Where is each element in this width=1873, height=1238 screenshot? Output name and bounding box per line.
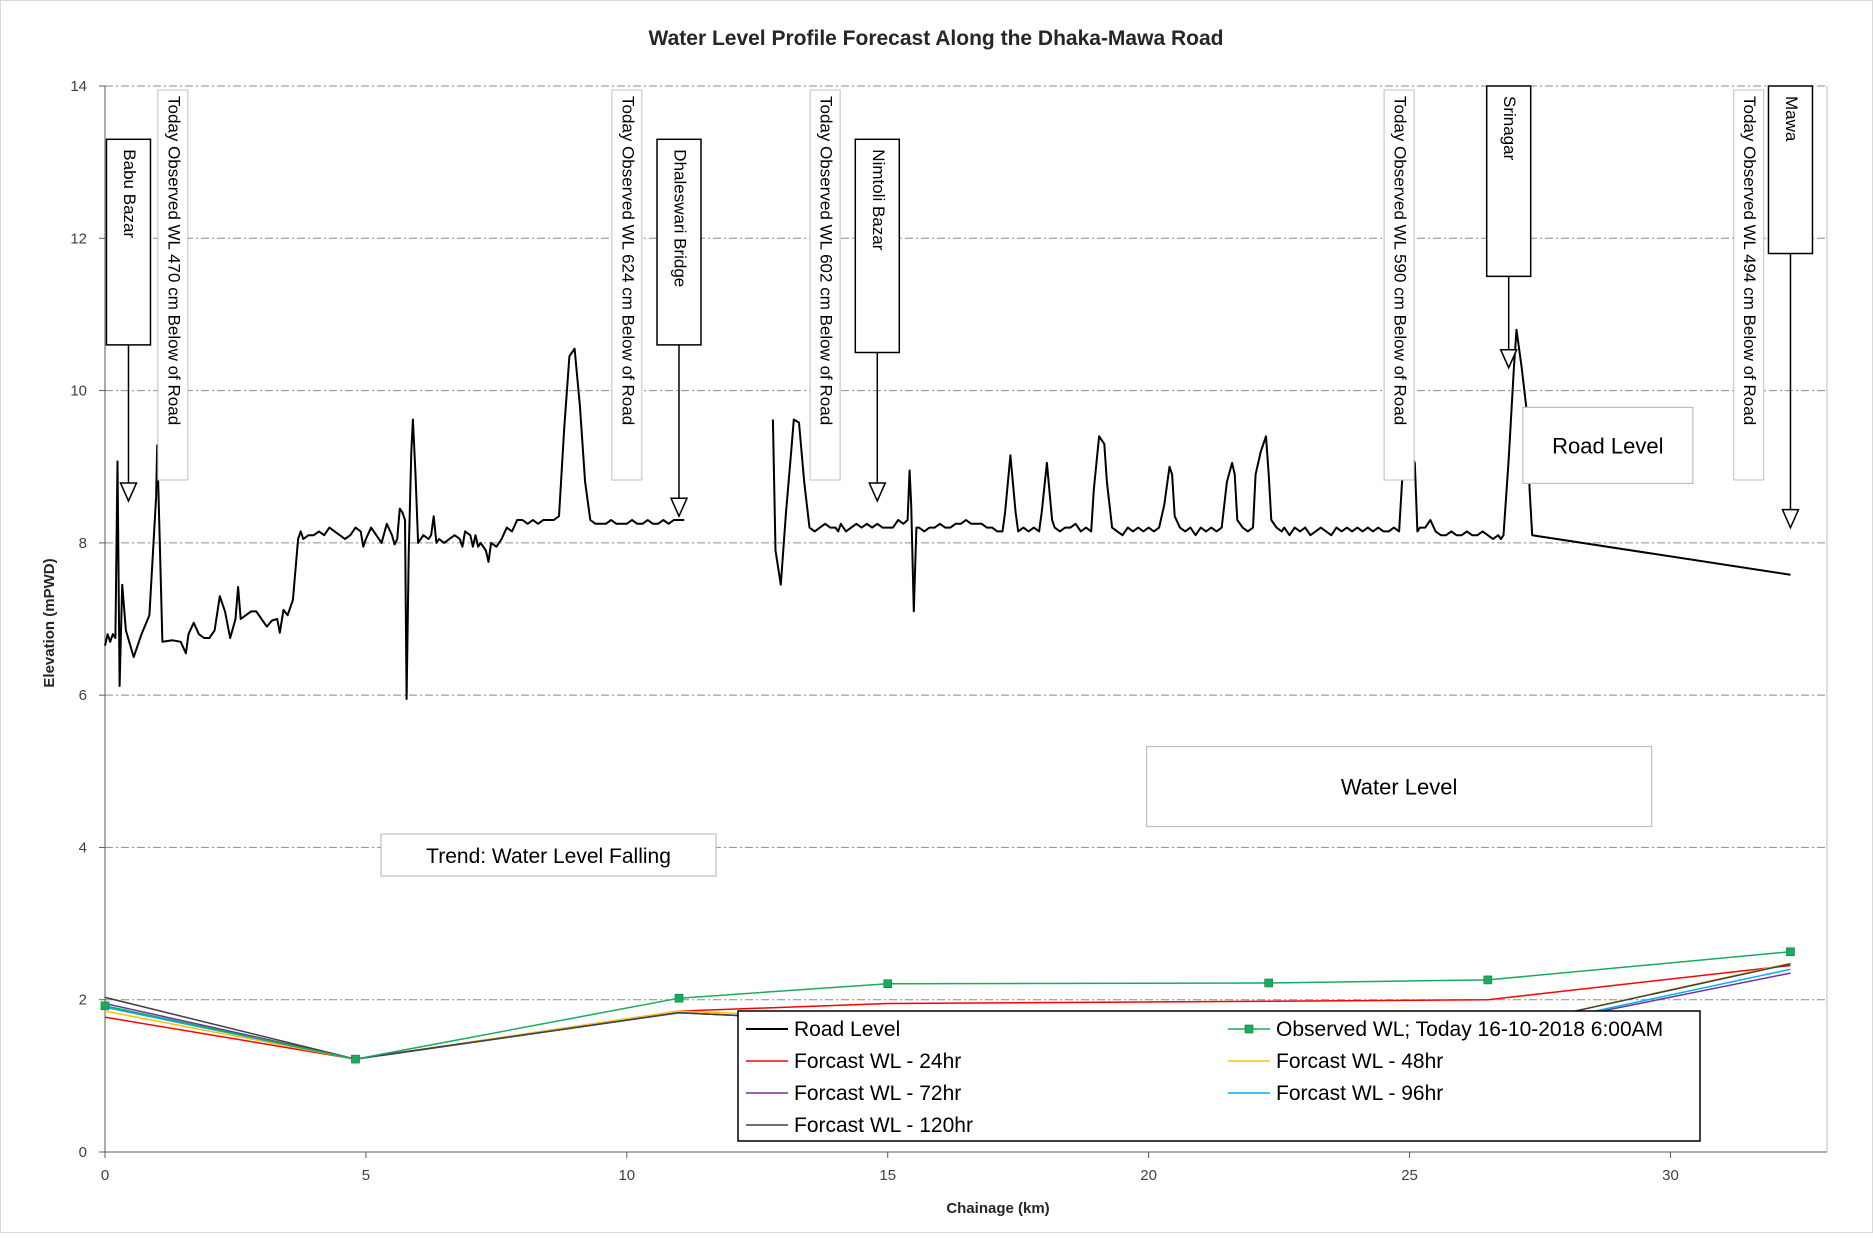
legend-label: Road Level (794, 1018, 900, 1041)
observation-note-box (157, 89, 189, 481)
y-axis-label: Elevation (mPWD) (41, 558, 58, 687)
observation-note-text: Today Observed WL 590 cm Below of Road (1391, 96, 1410, 425)
x-tick-label: 0 (101, 1167, 109, 1184)
x-tick-label: 20 (1140, 1167, 1157, 1184)
observation-note-box (611, 89, 643, 481)
x-tick-label: 5 (362, 1167, 370, 1184)
y-tick-label: 10 (70, 383, 87, 400)
y-tick-label: 2 (79, 992, 87, 1009)
observation-note-box (1383, 89, 1415, 481)
observation-note-text: Today Observed WL 470 cm Below of Road (164, 96, 183, 425)
location-arrow-head (1499, 348, 1518, 370)
series-line-road-level (771, 328, 1791, 613)
x-axis-label: Chainage (km) (946, 1200, 1049, 1217)
observation-note-text: Today Observed WL 602 cm Below of Road (817, 96, 836, 425)
observed-point (1483, 975, 1493, 985)
annotation-box (1522, 406, 1694, 484)
grid-layer (105, 85, 1827, 1001)
y-tick-label: 14 (70, 78, 87, 95)
series-line-road-level (104, 347, 685, 700)
location-label: Nimtoli Bazar (869, 149, 888, 250)
observed-point (1786, 947, 1795, 957)
legend-box (737, 1010, 1701, 1142)
annotation-box (1146, 745, 1653, 828)
y-tick-label: 0 (79, 1144, 87, 1161)
observed-point (1264, 978, 1273, 988)
observed-point (351, 1054, 360, 1064)
observation-notes: Today Observed WL 470 cm Below of Road To… (157, 89, 1765, 481)
y-axis-ticks: 0 2 4 6 8 10 12 14 (70, 78, 105, 1161)
location-box (1767, 85, 1814, 255)
y-tick-label: 4 (79, 839, 87, 856)
x-tick-label: 25 (1401, 1167, 1418, 1184)
location-arrow-head (868, 482, 887, 503)
location-label: Mawa (1782, 96, 1801, 142)
location-label: Babu Bazar (120, 149, 139, 238)
x-tick-label: 30 (1662, 1167, 1679, 1184)
observed-point (100, 1001, 110, 1011)
location-label: Dhaleswari Bridge (671, 149, 690, 287)
location-arrow-head (1781, 508, 1800, 530)
annotations: Road Level Water Level Trend: Water Level … (380, 406, 1694, 877)
location-markers: Babu Bazar Dhaleswari Bridge Nimtoli Bazar… (105, 85, 1814, 530)
annotation-box (380, 833, 717, 877)
observed-point (883, 979, 893, 989)
legend-label: Forcast WL - 48hr (1276, 1050, 1443, 1073)
location-arrow-head (119, 482, 138, 503)
legend-label: Forcast WL - 120hr (794, 1114, 973, 1137)
legend-label: Forcast WL - 72hr (794, 1082, 961, 1105)
annotation-text: Road Level (1552, 433, 1663, 458)
legend-swatch-marker (1244, 1024, 1254, 1034)
annotation-text: Trend: Water Level Falling (426, 845, 671, 868)
observation-note-box (809, 89, 841, 481)
x-tick-label: 15 (879, 1167, 896, 1184)
x-axis-ticks: 0 5 10 15 20 25 30 (101, 1152, 1679, 1184)
y-tick-label: 8 (79, 535, 87, 552)
x-tick-label: 10 (618, 1167, 635, 1184)
legend-label: Forcast WL - 24hr (794, 1050, 961, 1073)
legend: Road Level Observed WL; Today 16-10-2018 … (737, 1010, 1701, 1142)
plot-area (104, 86, 1828, 1153)
y-tick-label: 12 (70, 230, 87, 247)
y-tick-label: 6 (79, 687, 87, 704)
observation-note-text: Today Observed WL 494 cm Below of Road (1740, 96, 1759, 425)
location-box (105, 138, 152, 346)
observation-note-text: Today Observed WL 624 cm Below of Road (618, 96, 637, 425)
annotation-text: Water Level (1341, 775, 1458, 800)
legend-label: Observed WL; Today 16-10-2018 6:00AM (1276, 1018, 1663, 1041)
observation-note-box (1733, 89, 1765, 481)
location-arrow-head (669, 497, 689, 519)
location-label: Srinagar (1500, 96, 1519, 161)
location-box (854, 138, 901, 354)
location-box (656, 138, 702, 346)
observed-point (674, 993, 684, 1003)
chart-title: Water Level Profile Forecast Along the D… (649, 27, 1224, 50)
legend-label: Forcast WL - 96hr (1276, 1082, 1443, 1105)
